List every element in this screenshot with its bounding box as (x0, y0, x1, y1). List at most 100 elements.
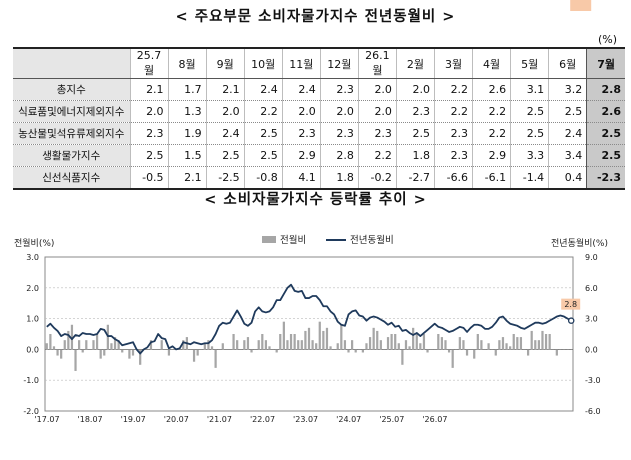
bar-mom (282, 321, 285, 350)
table-row: 총지수 2.1 1.7 2.1 2.4 2.4 2.3 2.0 2.0 2.2 2.6 3.1 3.2 2… (13, 78, 625, 101)
bar-mom (49, 334, 52, 350)
bar-mom (131, 349, 135, 356)
table-cell: 2.8 (586, 78, 625, 101)
bar-mom (376, 330, 379, 350)
bar-mom (293, 334, 296, 350)
bar-mom (78, 340, 81, 350)
bar-mom (476, 334, 479, 350)
bar-mom (275, 349, 278, 353)
bar-mom (552, 349, 555, 350)
table-cell: 2.5 (586, 122, 625, 145)
y2-tick-label: 3.0 (585, 315, 598, 324)
table-cell: -0.8 (243, 166, 283, 190)
y-tick-label: 3.0 (26, 253, 39, 262)
badge-yoy (561, 298, 581, 310)
col-header: 8월 (167, 47, 207, 79)
bar-mom (232, 334, 235, 350)
bar-mom (246, 337, 250, 350)
bar-mom (60, 349, 63, 359)
bar-mom (196, 349, 199, 356)
col-header: 11월 (281, 47, 321, 79)
chart-title: < 소비자물가지수 등락률 추이 > (204, 192, 427, 208)
table-cell: -1.4 (510, 166, 549, 190)
row-label: 농산물및석유류제외지수 (13, 122, 130, 145)
legend-swatch-bar (262, 236, 276, 243)
table-cell: 2.6 (586, 100, 625, 123)
bar-mom (164, 349, 167, 350)
bar-mom (225, 349, 228, 350)
bar-mom (182, 340, 185, 350)
table-cell: 2.3 (281, 122, 321, 145)
bar-mom (408, 346, 411, 350)
table-cell: 2.5 (395, 122, 435, 145)
bar-mom (92, 340, 95, 350)
bar-mom (419, 343, 422, 350)
y2-tick-label: 0.0 (585, 345, 598, 354)
bar-mom (236, 340, 239, 350)
bar-mom (286, 340, 289, 350)
bar-mom (404, 340, 408, 350)
bar-mom (63, 340, 66, 350)
y-tick-label: -1.0 (23, 376, 39, 385)
table-cell: -2.5 (205, 166, 245, 190)
bar-mom (519, 337, 523, 350)
table-cell: 2.1 (129, 78, 169, 101)
y-tick-label: 2.0 (26, 284, 39, 293)
bar-mom (297, 340, 300, 350)
bar-mom (139, 349, 142, 365)
table-cell: 2.4 (281, 78, 321, 101)
bar-mom (171, 349, 174, 350)
table-cell: 2.2 (433, 78, 473, 101)
bar-mom (210, 346, 214, 350)
bar-mom (279, 334, 282, 350)
table-cell: 2.5 (205, 144, 245, 167)
y2-tick-label: -3.0 (585, 376, 601, 385)
bar-mom (203, 343, 206, 350)
line-yoy (46, 283, 572, 355)
bar-mom (451, 349, 454, 368)
x-tick-label: '21.07 (207, 415, 232, 424)
bar-mom (437, 334, 440, 350)
col-header: 25.7월 (129, 47, 169, 79)
y-tick-label: 0.0 (26, 345, 39, 354)
bar-mom (336, 343, 339, 350)
y-tick-label: -2.0 (23, 407, 39, 416)
table-cell: 2.9 (281, 144, 321, 167)
bar-mom (110, 343, 113, 350)
table-cell: 1.8 (319, 166, 359, 190)
table-title: < 주요부문 소비자물가지수 전년동월비 > (175, 9, 456, 25)
bar-mom (433, 349, 436, 350)
table-cell: 2.5 (243, 122, 283, 145)
bar-mom (250, 349, 253, 353)
bar-mom (81, 349, 84, 353)
table-cell: -0.2 (357, 166, 397, 190)
table-cell: 2.2 (472, 122, 511, 145)
bar-mom (361, 349, 364, 353)
table-cell: 2.2 (357, 144, 397, 167)
bar-mom (465, 349, 469, 356)
bar-mom (501, 337, 505, 350)
col-header: 3월 (433, 47, 473, 79)
table-cell: 1.9 (167, 122, 207, 145)
bar-mom (372, 327, 375, 350)
bar-mom (426, 349, 429, 353)
bar-mom (257, 340, 260, 350)
bar-mom (386, 337, 390, 350)
table-cell: 2.2 (433, 100, 473, 123)
col-header: 2월 (395, 47, 435, 79)
bar-mom (117, 340, 120, 350)
bar-mom (121, 349, 124, 353)
bar-mom (469, 349, 472, 350)
bar-mom (347, 349, 350, 353)
table-cell: 2.5 (510, 122, 549, 145)
bar-mom (300, 340, 303, 350)
bar-mom (368, 337, 372, 350)
col-header: 12월 (319, 47, 359, 79)
table-cell: 2.6 (472, 78, 511, 101)
bar-mom (354, 349, 357, 353)
bar-mom (214, 349, 217, 368)
bar-mom (160, 340, 163, 350)
col-header: 5월 (510, 47, 549, 79)
bar-mom (455, 349, 458, 350)
